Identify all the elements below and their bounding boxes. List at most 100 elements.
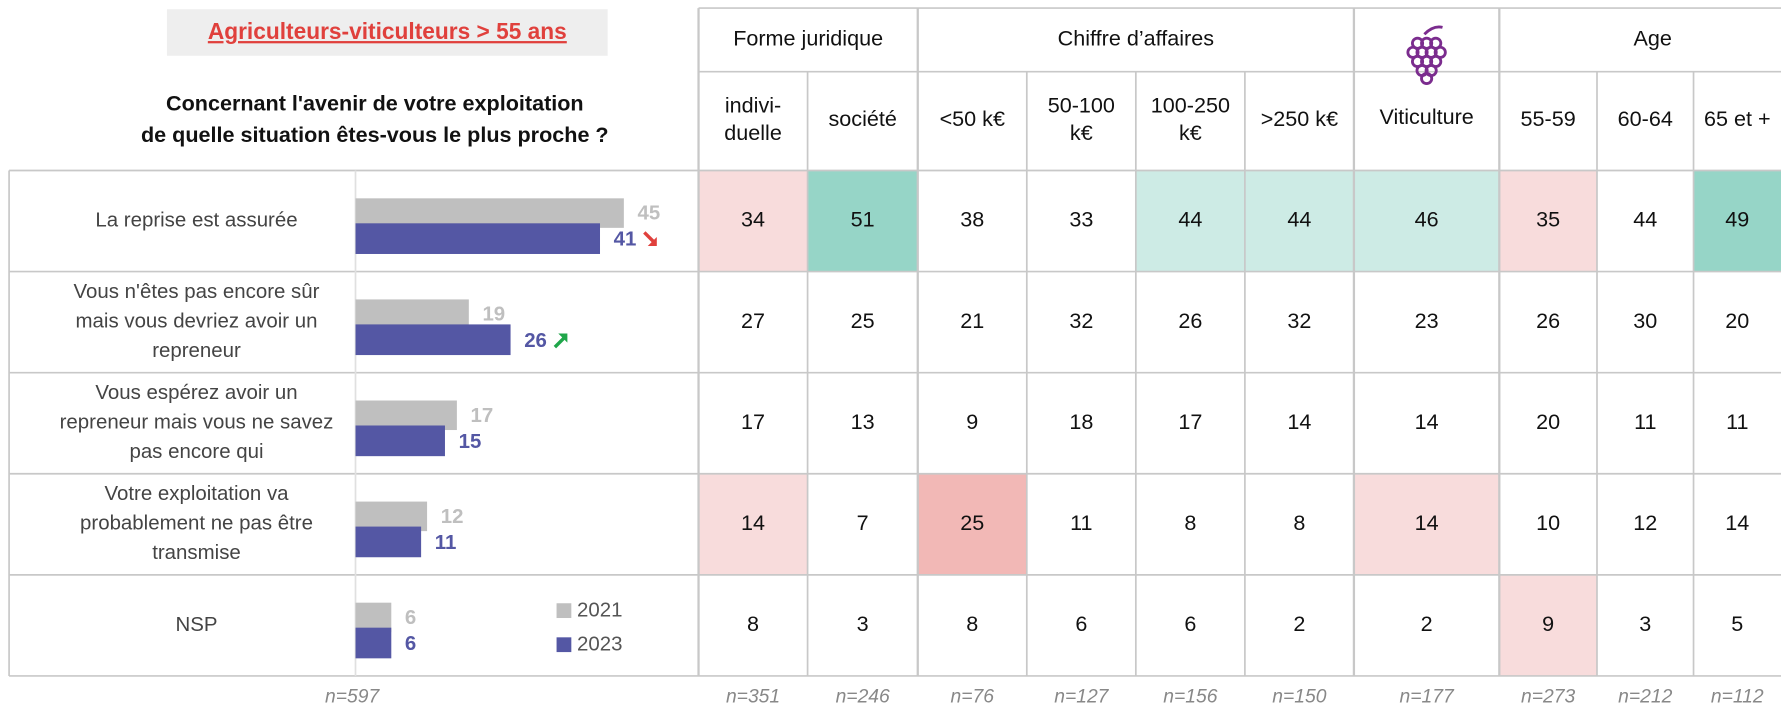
- cell-value: 8: [747, 611, 759, 636]
- sample-size: n=127: [1054, 687, 1109, 708]
- value-label: 6: [405, 606, 416, 629]
- cell-value: 7: [857, 510, 869, 535]
- cell-value: 14: [1415, 510, 1439, 535]
- category-label: probablement ne pas être: [80, 512, 313, 535]
- legend-label: 2021: [577, 599, 622, 622]
- cell-value: 33: [1069, 207, 1093, 232]
- title-box: [166, 9, 608, 56]
- cell-value: 12: [1633, 510, 1657, 535]
- cell-value: 10: [1536, 510, 1560, 535]
- cell-value: 20: [1536, 409, 1560, 434]
- sample-size: n=112: [1711, 687, 1764, 708]
- bar: [355, 299, 469, 329]
- category-label: mais vous devriez avoir un: [76, 310, 318, 333]
- legend-swatch: [556, 603, 572, 619]
- cell-value: 8: [1293, 510, 1305, 535]
- value-label: 15: [459, 430, 482, 453]
- cell-value: 32: [1287, 308, 1311, 333]
- cell-value: 17: [1178, 409, 1202, 434]
- cell-value: 2: [1421, 611, 1433, 636]
- cell-value: 2: [1293, 611, 1305, 636]
- value-label: 12: [441, 505, 464, 528]
- cell-highlight: [917, 473, 1027, 575]
- cell-highlight: [1244, 170, 1354, 272]
- cell-value: 38: [960, 207, 984, 232]
- column-label: 100-250: [1151, 93, 1230, 118]
- cell-value: 3: [857, 611, 869, 636]
- column-label: société: [828, 106, 896, 131]
- category-label: La reprise est assurée: [95, 208, 297, 231]
- cell-value: 6: [1184, 611, 1196, 636]
- trend-arrow: [643, 231, 656, 244]
- cell-value: 51: [851, 207, 875, 232]
- column-label: 50-100: [1048, 93, 1115, 118]
- cell-value: 26: [1178, 308, 1202, 333]
- column-label: k€: [1070, 120, 1093, 145]
- column-label: 55-59: [1521, 106, 1576, 131]
- cell-value: 17: [741, 409, 765, 434]
- cell-value: 34: [741, 207, 765, 232]
- cell-value: 25: [960, 510, 984, 535]
- legend-swatch: [556, 637, 572, 653]
- value-label: 6: [405, 632, 416, 655]
- cell-value: 3: [1639, 611, 1651, 636]
- legend-label: 2023: [577, 633, 622, 656]
- column-label: 65 et +: [1704, 106, 1771, 131]
- cell-highlight: [698, 473, 808, 575]
- column-label: duelle: [724, 120, 782, 145]
- group-label: Forme juridique: [733, 26, 883, 51]
- cell-highlight: [1353, 170, 1500, 272]
- cell-value: 6: [1075, 611, 1087, 636]
- sample-size: n=156: [1163, 687, 1217, 708]
- cell-value: 32: [1069, 308, 1093, 333]
- cell-value: 8: [1184, 510, 1196, 535]
- cell-value: 46: [1415, 207, 1439, 232]
- title: Agriculteurs-viticulteurs > 55 ans: [208, 18, 567, 44]
- cell-value: 9: [966, 409, 978, 434]
- column-label: Viticulture: [1379, 104, 1473, 129]
- bar: [355, 198, 624, 228]
- cell-value: 9: [1542, 611, 1554, 636]
- bar: [355, 627, 392, 659]
- value-label: 41: [614, 228, 637, 251]
- cell-value: 26: [1536, 308, 1560, 333]
- cell-value: 14: [741, 510, 765, 535]
- bar: [355, 400, 457, 431]
- category-label: repreneur: [152, 339, 241, 362]
- cell-value: 21: [960, 308, 984, 333]
- cell-value: 13: [851, 409, 875, 434]
- cell-value: 20: [1725, 308, 1749, 333]
- value-label: 17: [471, 404, 494, 427]
- category-label: Vous n'êtes pas encore sûr: [74, 280, 320, 303]
- sample-size: n=177: [1400, 687, 1455, 708]
- sample-size: n=150: [1272, 687, 1326, 708]
- cell-highlight: [1499, 574, 1597, 676]
- cell-highlight: [1353, 473, 1500, 575]
- trend-arrow: [553, 335, 567, 349]
- bar: [355, 526, 422, 558]
- category-label: Vous espérez avoir un: [95, 381, 297, 404]
- cell-value: 11: [1634, 409, 1656, 434]
- column-label: >250 k€: [1261, 106, 1338, 131]
- cell-value: 14: [1415, 409, 1439, 434]
- question: de quelle situation êtes-vous le plus pr…: [141, 122, 609, 147]
- cell-highlight: [698, 170, 808, 272]
- category-label: transmise: [152, 541, 241, 564]
- bar: [355, 602, 392, 633]
- column-label: k€: [1179, 120, 1202, 145]
- cell-value: 25: [851, 308, 875, 333]
- column-label: 60-64: [1618, 106, 1673, 131]
- value-label: 11: [435, 531, 457, 554]
- cell-highlight: [1135, 170, 1245, 272]
- column-label: <50 k€: [940, 106, 1005, 131]
- group-label: Chiffre d’affaires: [1058, 26, 1215, 51]
- category-label: Votre exploitation va: [104, 482, 289, 505]
- cell-value: 5: [1731, 611, 1743, 636]
- cell-value: 44: [1633, 207, 1657, 232]
- cell-value: 44: [1178, 207, 1202, 232]
- cell-value: 23: [1415, 308, 1439, 333]
- cell-value: 30: [1633, 308, 1657, 333]
- sample-size: n=351: [726, 687, 780, 708]
- cell-value: 27: [741, 308, 765, 333]
